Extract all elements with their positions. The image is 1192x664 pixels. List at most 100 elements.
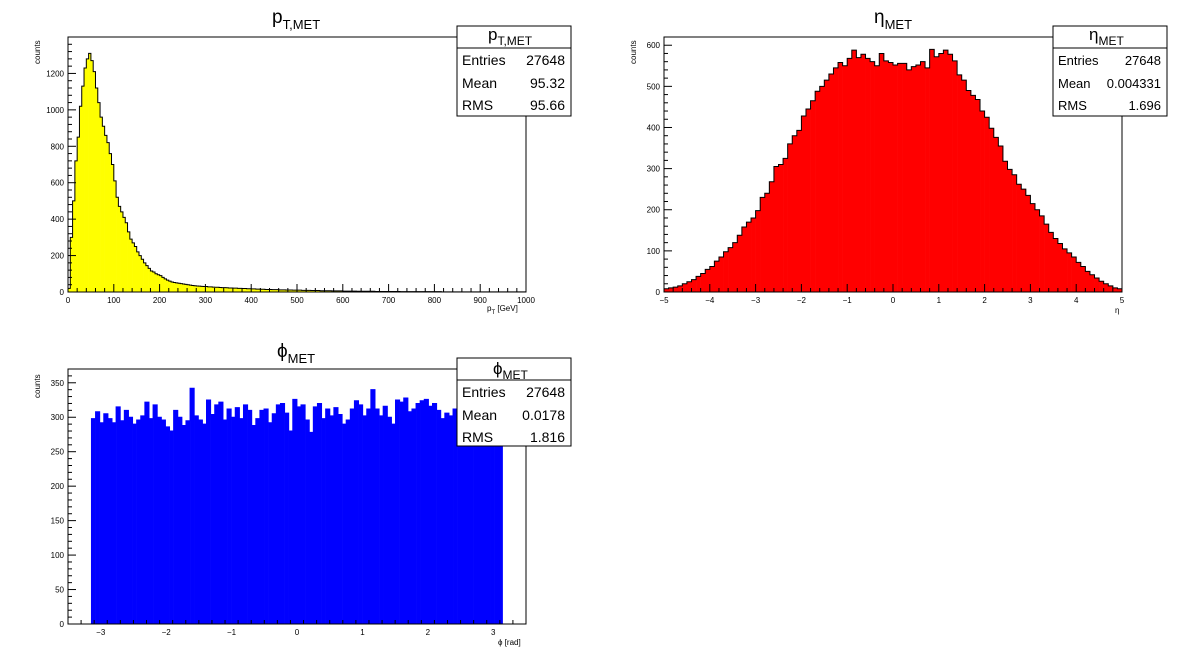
bar-eta-91 [1080,266,1086,292]
y-tick-pt-1000: 1000 [46,106,64,115]
bar-eta-52 [902,63,908,292]
x-tick-pt-700: 700 [382,296,396,305]
bar-phi-64 [354,400,359,624]
bar-pt-108 [315,290,318,292]
stats-box-pt: pT,MET Entries 27648 Mean 95.32 RMS 95.6… [456,25,572,117]
bar-eta-54 [911,66,917,292]
y-tick-eta-100: 100 [647,247,661,256]
stats-mean-value-phi: 0.0178 [522,407,565,423]
bar-pt-80 [251,288,254,292]
x-tick-phi-3: 3 [491,628,496,637]
histogram-phi: −3 −2 −1 0 1 2 3 0 50 100 150 200 250 300 350 ϕMET cou… [33,341,572,647]
bar-eta-27 [787,143,793,292]
bar-pt-24 [122,217,126,292]
bar-eta-23 [769,181,775,292]
bar-pt-66 [219,287,222,292]
bar-eta-89 [1071,257,1077,292]
bar-eta-86 [1057,243,1063,292]
y-tick-eta-200: 200 [647,206,661,215]
stats-title-pt: pT,MET [488,25,533,48]
bar-eta-65 [961,80,967,292]
bar-eta-5 [686,281,692,292]
bar-pt-119 [340,290,344,292]
stats-entries-value-phi: 27648 [526,384,565,400]
bar-pt-7 [84,67,87,292]
bar-phi-76 [403,397,409,624]
x-axis-label-pt: pT [GeV] [487,304,518,316]
stats-rms-value-phi: 1.816 [530,429,565,445]
bar-phi-45 [276,404,281,624]
bar-phi-20 [173,410,179,624]
x-tick-eta--1: −1 [843,296,853,305]
bar-phi-61 [342,424,347,624]
x-tick-phi-0: 0 [295,628,300,637]
bar-eta-39 [842,65,848,293]
y-axis-label-pt: counts [33,40,42,64]
bar-eta-75 [1007,169,1013,292]
bar-phi-13 [144,402,150,624]
bar-pt-31 [138,255,142,292]
bar-phi-73 [391,424,396,624]
bar-pt-3 [74,160,78,292]
bar-phi-29 [210,414,216,624]
stats-title-phi: ϕMET [493,359,529,382]
bar-eta-70 [984,117,990,292]
bar-eta-67 [970,95,976,292]
bar-pt-52 [187,284,190,292]
x-tick-pt-0: 0 [66,296,71,305]
bar-eta-80 [1030,203,1036,292]
bar-phi-35 [235,407,240,624]
bar-eta-87 [1062,248,1068,292]
bar-phi-23 [185,420,191,624]
bar-phi-92 [469,407,474,624]
bar-pt-18 [109,153,112,292]
bar-phi-74 [395,400,400,624]
pad-phi: −3 −2 −1 0 1 2 3 0 50 100 150 200 250 300 350 ϕMET cou… [0,332,596,664]
x-tick-eta--3: −3 [751,296,761,305]
x-tick-pt-200: 200 [153,296,167,305]
y-tick-pt-1200: 1200 [46,69,64,78]
bar-phi-37 [243,404,248,624]
bar-pt-97 [290,289,293,292]
bar-phi-52 [305,420,310,624]
x-tick-pt-500: 500 [290,296,304,305]
bar-eta-10 [709,266,715,292]
bar-phi-6 [116,406,121,624]
bar-phi-87 [448,415,454,624]
bar-eta-33 [815,91,821,293]
bar-eta-38 [838,62,843,292]
plot-area-phi: −3 −2 −1 0 1 2 3 0 50 100 150 200 250 300 350 [51,368,527,637]
bar-phi-93 [473,403,478,624]
bar-phi-51 [301,404,306,624]
bar-phi-25 [194,415,199,624]
bar-pt-21 [116,197,119,292]
bar-pt-94 [283,289,286,292]
bar-phi-80 [420,400,425,624]
bar-pt-12 [95,88,99,292]
y-tick-phi-200: 200 [51,482,65,491]
bar-eta-6 [691,279,697,292]
bar-phi-12 [140,415,146,624]
bar-eta-37 [833,67,839,292]
bar-eta-79 [1025,195,1031,292]
stats-rms-label-eta: RMS [1058,98,1087,113]
bar-phi-72 [387,417,392,624]
bar-eta-62 [947,54,953,292]
bar-eta-92 [1085,271,1091,292]
bar-pt-17 [106,142,110,292]
bar-pt-44 [168,281,172,292]
bar-phi-86 [444,413,450,624]
y-tick-phi-350: 350 [51,379,65,388]
bar-phi-88 [453,408,458,624]
y-tick-pt-200: 200 [51,252,65,261]
bar-eta-99 [1117,288,1123,292]
bar-pt-49 [180,283,183,292]
bar-pt-118 [338,290,341,292]
bar-phi-54 [313,406,318,624]
bar-phi-60 [337,414,343,624]
bar-pt-60 [205,286,208,292]
bar-eta-74 [1002,161,1008,292]
bar-pt-39 [157,274,160,292]
bar-eta-16 [737,235,743,292]
y-tick-pt-600: 600 [51,179,65,188]
